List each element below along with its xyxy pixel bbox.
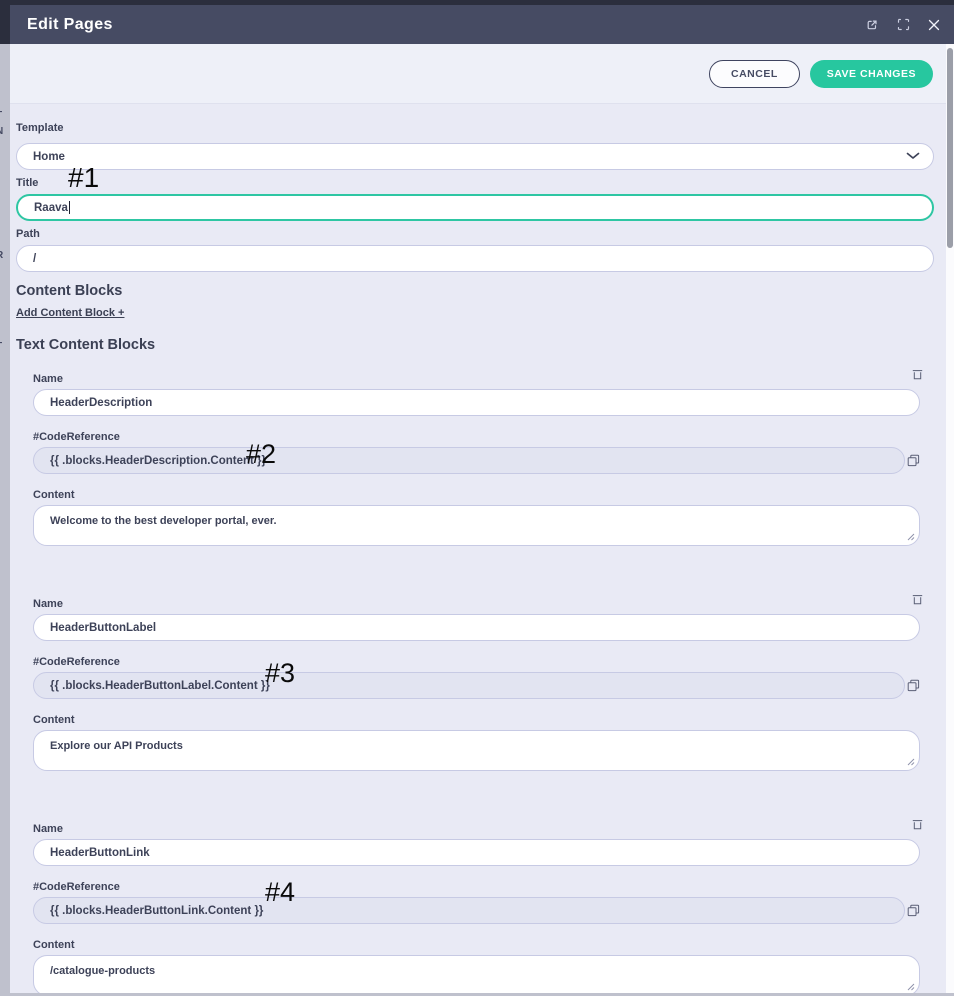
window-controls: [864, 17, 942, 33]
block-name-input[interactable]: [33, 614, 920, 641]
content-block: Name #CodeReference Content Explore our …: [33, 595, 922, 776]
trash-icon[interactable]: [911, 368, 923, 381]
content-blocks-heading: Content Blocks: [16, 283, 123, 299]
block-code-reference-label: #CodeReference: [33, 656, 120, 668]
path-label: Path: [16, 228, 40, 240]
modal-content: Template Home Title Raava Path Content B…: [10, 104, 954, 993]
block-name-label: Name: [33, 373, 63, 385]
block-code-reference-label: #CodeReference: [33, 431, 120, 443]
resize-handle-icon[interactable]: [907, 528, 915, 546]
block-name-input[interactable]: [33, 839, 920, 866]
copy-icon[interactable]: [906, 454, 920, 468]
template-label: Template: [16, 122, 64, 134]
resize-handle-icon[interactable]: [907, 753, 915, 771]
background-page-fragment: T: [0, 110, 7, 121]
popout-icon[interactable]: [864, 17, 880, 33]
add-content-block-link[interactable]: Add Content Block +: [16, 307, 125, 319]
text-caret: [68, 201, 70, 214]
block-content-label: Content: [33, 489, 75, 501]
cancel-button[interactable]: CANCEL: [709, 59, 800, 88]
modal-toolbar: CANCEL SAVE CHANGES: [10, 44, 954, 104]
trash-icon[interactable]: [911, 593, 923, 606]
title-value: Raava: [34, 201, 68, 214]
block-content-label: Content: [33, 714, 75, 726]
block-name-input[interactable]: [33, 389, 920, 416]
background-page-fragment: T: [0, 341, 7, 352]
block-content-label: Content: [33, 939, 75, 951]
text-content-blocks-list: Name #CodeReference Content Welcome to t…: [16, 370, 934, 993]
path-input[interactable]: [16, 245, 934, 272]
block-content-textarea[interactable]: Explore our API Products: [33, 730, 920, 771]
edit-pages-modal: Edit Pages CANCEL SAVE C: [10, 5, 954, 993]
trash-icon[interactable]: [911, 818, 923, 831]
block-code-reference-label: #CodeReference: [33, 881, 120, 893]
template-select[interactable]: Home: [16, 143, 934, 170]
block-name-label: Name: [33, 823, 63, 835]
block-content-textarea[interactable]: /catalogue-products: [33, 955, 920, 993]
resize-handle-icon[interactable]: [907, 978, 915, 993]
block-code-reference-input[interactable]: [33, 447, 905, 474]
content-block: Name #CodeReference Content /catalogue-p…: [33, 820, 922, 993]
block-content-textarea[interactable]: Welcome to the best developer portal, ev…: [33, 505, 920, 546]
title-label: Title: [16, 177, 39, 189]
fullscreen-icon[interactable]: [895, 17, 911, 33]
background-page-fragment: N: [0, 126, 7, 137]
block-code-reference-input[interactable]: [33, 672, 905, 699]
template-selected-value: Home: [33, 150, 65, 163]
modal-title: Edit Pages: [27, 15, 113, 33]
content-block: Name #CodeReference Content Welcome to t…: [33, 370, 922, 551]
scrollbar-track[interactable]: [946, 44, 954, 993]
text-content-blocks-heading: Text Content Blocks: [16, 337, 156, 353]
title-input[interactable]: Raava: [16, 194, 934, 221]
modal-header: Edit Pages: [10, 5, 954, 44]
scrollbar-thumb[interactable]: [947, 48, 953, 248]
block-name-label: Name: [33, 598, 63, 610]
copy-icon[interactable]: [906, 904, 920, 918]
background-page-fragment: R: [0, 250, 7, 261]
copy-icon[interactable]: [906, 679, 920, 693]
block-code-reference-input[interactable]: [33, 897, 905, 924]
close-icon[interactable]: [926, 17, 942, 33]
chevron-down-icon: [906, 151, 920, 163]
save-changes-button[interactable]: SAVE CHANGES: [809, 59, 933, 88]
